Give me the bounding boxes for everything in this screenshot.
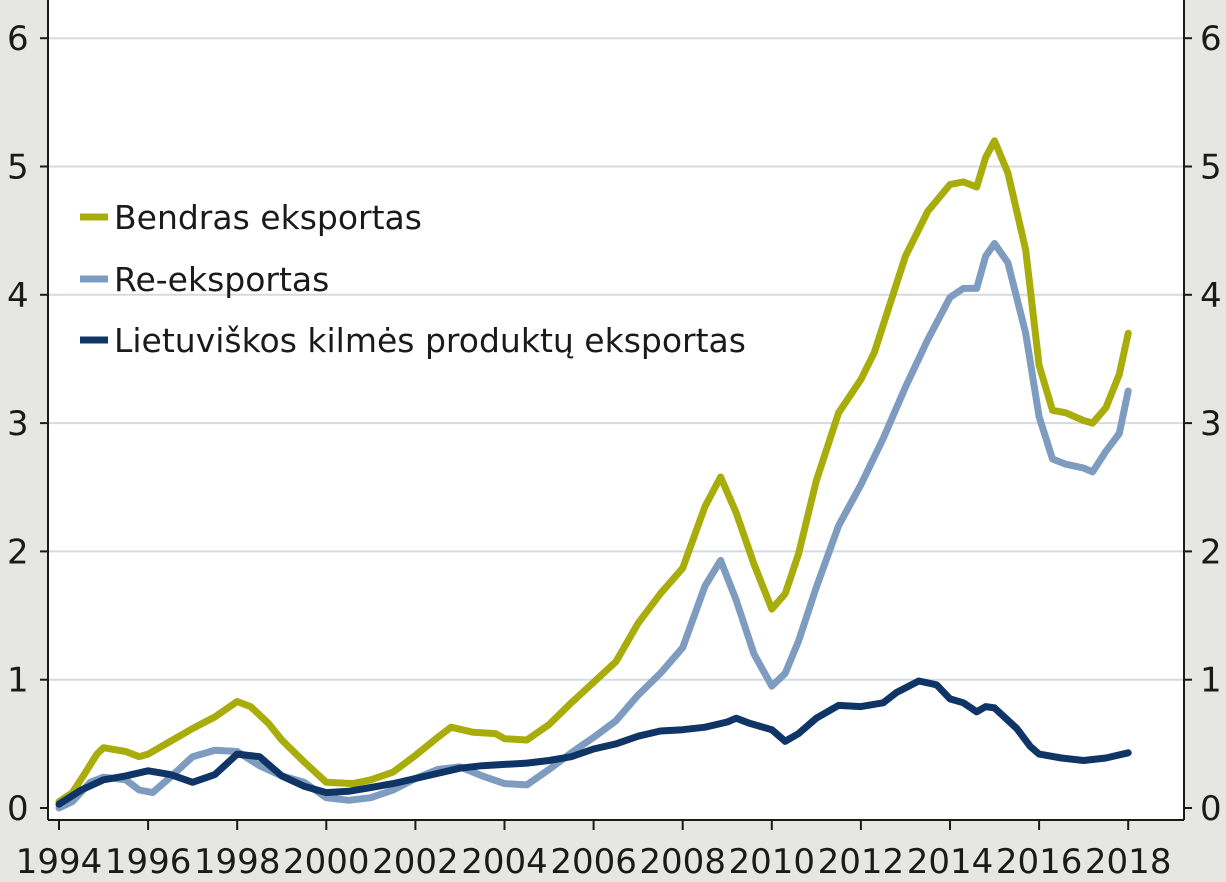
x-tick-label: 1994: [16, 842, 103, 882]
x-tick-label: 2016: [996, 842, 1083, 882]
x-tick-label: 2012: [818, 842, 905, 882]
series-line-3: [55, 677, 1132, 808]
y-tick-label-left: 1: [7, 661, 29, 701]
x-tick-label: 1998: [194, 842, 281, 882]
y-tick-label-left: 6: [7, 19, 29, 59]
x-tick-label: 2002: [372, 842, 459, 882]
y-tick-label-right: 2: [1200, 532, 1222, 572]
x-tick-label: 2010: [729, 842, 816, 882]
plot-background: [48, 0, 1184, 820]
series-line-2: [55, 240, 1132, 812]
x-tick-label: 2014: [907, 842, 994, 882]
y-tick-label-left: 5: [7, 148, 29, 188]
y-tick-label-right: 4: [1200, 276, 1222, 316]
y-tick-label-right: 0: [1200, 789, 1222, 829]
x-tick-label: 2000: [283, 842, 370, 882]
y-tick-label-right: 3: [1200, 404, 1222, 444]
legend: Bendras eksportas Re-eksportas Lietuviškos…: [80, 198, 746, 360]
series-lines: [55, 137, 1132, 812]
series-line-1: [55, 137, 1132, 806]
y-axis-ticks: 0 0 1 1 2 2 3 3 4 4 5 5 6 6: [7, 19, 1222, 829]
y-tick-label-left: 2: [7, 532, 29, 572]
legend-label-3: Lietuviškos kilmės produktų eksportas: [114, 321, 746, 360]
x-tick-label: 1996: [105, 842, 192, 882]
x-tick-label: 2018: [1085, 842, 1172, 882]
y-tick-label-right: 5: [1200, 148, 1222, 188]
x-tick-label: 2004: [461, 842, 548, 882]
y-tick-label-right: 1: [1200, 661, 1222, 701]
legend-label-1: Bendras eksportas: [114, 198, 422, 237]
x-tick-label: 2008: [639, 842, 726, 882]
y-tick-label-left: 4: [7, 276, 29, 316]
y-tick-label-right: 6: [1200, 19, 1222, 59]
x-axis-ticks: 1994 1996 1998 2000 2002 2004 2006 2008 2010 2012…: [16, 820, 1172, 882]
legend-label-2: Re-eksportas: [114, 260, 329, 299]
gridlines: [48, 37, 1184, 681]
y-tick-label-left: 0: [7, 789, 29, 829]
x-tick-label: 2006: [550, 842, 637, 882]
y-tick-label-left: 3: [7, 404, 29, 444]
